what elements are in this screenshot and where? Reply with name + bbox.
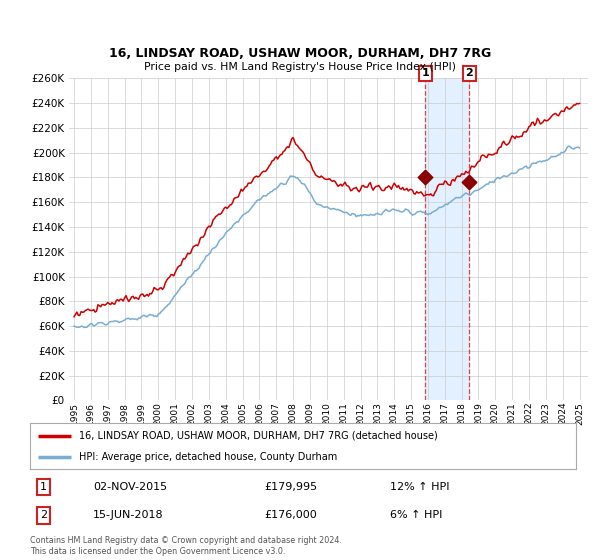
Text: £179,995: £179,995 <box>265 482 318 492</box>
Bar <box>425 78 469 400</box>
Text: HPI: Average price, detached house, County Durham: HPI: Average price, detached house, Coun… <box>79 452 337 462</box>
Text: 6% ↑ HPI: 6% ↑ HPI <box>391 511 443 520</box>
Text: £176,000: £176,000 <box>265 511 317 520</box>
Text: 15-JUN-2018: 15-JUN-2018 <box>93 511 163 520</box>
Text: 16, LINDSAY ROAD, USHAW MOOR, DURHAM, DH7 7RG: 16, LINDSAY ROAD, USHAW MOOR, DURHAM, DH… <box>109 47 491 60</box>
Text: 1: 1 <box>40 482 47 492</box>
Text: 16, LINDSAY ROAD, USHAW MOOR, DURHAM, DH7 7RG (detached house): 16, LINDSAY ROAD, USHAW MOOR, DURHAM, DH… <box>79 431 438 441</box>
Text: 12% ↑ HPI: 12% ↑ HPI <box>391 482 450 492</box>
Point <box>421 173 430 182</box>
Text: 02-NOV-2015: 02-NOV-2015 <box>93 482 167 492</box>
Text: 2: 2 <box>40 511 47 520</box>
Text: Contains HM Land Registry data © Crown copyright and database right 2024.
This d: Contains HM Land Registry data © Crown c… <box>30 536 342 556</box>
Point <box>464 178 474 187</box>
Text: 2: 2 <box>466 68 473 78</box>
Text: 1: 1 <box>421 68 429 78</box>
Text: Price paid vs. HM Land Registry's House Price Index (HPI): Price paid vs. HM Land Registry's House … <box>144 62 456 72</box>
